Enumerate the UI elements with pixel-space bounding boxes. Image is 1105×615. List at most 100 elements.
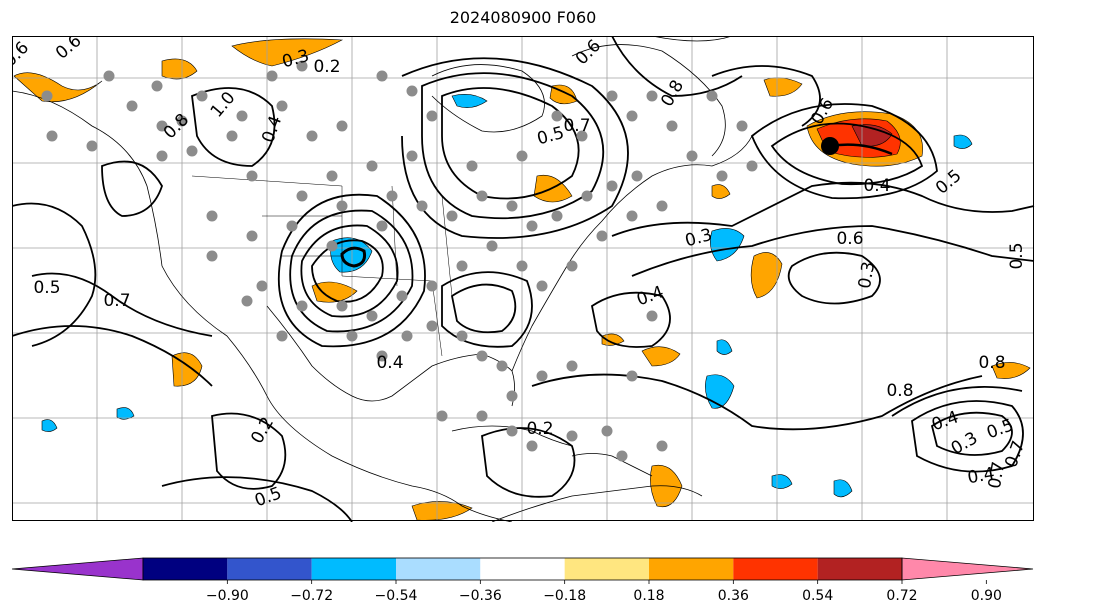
contour bbox=[711, 65, 821, 127]
colorbar-tick-label: −0.54 bbox=[375, 588, 418, 604]
colorbar-max-arrow bbox=[901, 557, 1034, 581]
colorbar-tick-label: 0.18 bbox=[633, 588, 664, 604]
station-dot bbox=[326, 170, 338, 182]
colorbar-segment bbox=[396, 558, 481, 580]
orange-patch bbox=[750, 252, 783, 299]
contour bbox=[101, 160, 163, 217]
coastlines bbox=[12, 36, 753, 522]
station-dot bbox=[326, 240, 338, 252]
contour bbox=[631, 225, 1035, 277]
station-dot bbox=[286, 220, 298, 232]
colorbar-segment bbox=[564, 558, 649, 580]
contour bbox=[31, 272, 213, 337]
station-dot bbox=[456, 330, 468, 342]
colorbar-tick-label: 0.72 bbox=[886, 588, 917, 604]
greenland bbox=[651, 36, 733, 42]
contour bbox=[750, 103, 938, 200]
contour-label: 0.7 bbox=[103, 291, 130, 311]
storm-track bbox=[821, 137, 893, 156]
contour bbox=[787, 251, 881, 305]
station-dot bbox=[336, 300, 348, 312]
station-dot bbox=[246, 170, 258, 182]
blue-patch bbox=[710, 228, 745, 262]
contour bbox=[770, 122, 924, 186]
station-dot bbox=[296, 60, 308, 72]
contour bbox=[891, 386, 1023, 417]
station-dot bbox=[551, 210, 563, 222]
station-dot bbox=[736, 120, 748, 132]
station-dot bbox=[606, 180, 618, 192]
colorbar-segments bbox=[11, 557, 1034, 581]
station-dot bbox=[666, 120, 678, 132]
contour bbox=[340, 246, 366, 268]
labrador bbox=[571, 44, 726, 157]
station-dot bbox=[526, 440, 538, 452]
orange-patch bbox=[601, 333, 625, 346]
station-dot bbox=[176, 115, 188, 127]
station-dot bbox=[186, 145, 198, 157]
blue-patch bbox=[451, 94, 488, 108]
station-dot bbox=[246, 230, 258, 242]
contour bbox=[441, 87, 580, 200]
station-dot bbox=[466, 160, 478, 172]
station-dot bbox=[536, 370, 548, 382]
blue-patch bbox=[705, 374, 735, 409]
orange-patch bbox=[641, 346, 681, 367]
colorbar-tick-label: 0.90 bbox=[971, 588, 1002, 604]
station-dot bbox=[86, 140, 98, 152]
contour-label: 0.5 bbox=[1007, 242, 1027, 269]
contour bbox=[531, 373, 983, 431]
station-dot bbox=[706, 90, 718, 102]
station-dot bbox=[126, 100, 138, 112]
colorbar-tick-label: 0.54 bbox=[802, 588, 833, 604]
east-coast bbox=[511, 135, 753, 372]
contour bbox=[930, 411, 1013, 456]
station-dot bbox=[536, 280, 548, 292]
station-dot bbox=[401, 330, 413, 342]
contour bbox=[289, 209, 414, 333]
contour bbox=[161, 476, 353, 522]
station-dot bbox=[376, 350, 388, 362]
blue-patch bbox=[41, 419, 58, 432]
contour-label: 0.8 bbox=[978, 353, 1005, 373]
contour-label: 0.7 bbox=[985, 460, 1009, 490]
contour bbox=[401, 57, 629, 239]
contour bbox=[300, 224, 399, 318]
station-dot bbox=[601, 425, 613, 437]
station-dot bbox=[366, 160, 378, 172]
station-dot bbox=[276, 330, 288, 342]
station-dot bbox=[566, 360, 578, 372]
station-dot bbox=[596, 230, 608, 242]
station-dot bbox=[151, 80, 163, 92]
station-dot bbox=[206, 210, 218, 222]
contour-label: 0.7 bbox=[563, 116, 590, 136]
station-dot bbox=[631, 170, 643, 182]
station-dot bbox=[526, 220, 538, 232]
contour bbox=[311, 239, 384, 303]
gulf-coast bbox=[266, 305, 515, 407]
contour bbox=[12, 325, 213, 387]
colorbar-tick-label: 0.36 bbox=[718, 588, 749, 604]
hudson-bay bbox=[431, 64, 545, 133]
station-dot bbox=[296, 300, 308, 312]
station-dot bbox=[506, 390, 518, 402]
contour bbox=[277, 193, 426, 348]
station-dot bbox=[236, 110, 248, 122]
contour bbox=[441, 271, 533, 348]
shaded-anomaly-areas bbox=[13, 38, 1031, 521]
station-dot bbox=[406, 85, 418, 97]
contour bbox=[611, 181, 1035, 237]
station-dot bbox=[516, 150, 528, 162]
contour-lines bbox=[12, 36, 1035, 522]
colorbar-segment bbox=[649, 558, 734, 580]
station-dot bbox=[626, 370, 638, 382]
contour bbox=[421, 72, 605, 220]
station-dot bbox=[46, 130, 58, 142]
colorbar-min-arrow bbox=[11, 557, 144, 581]
station-dot bbox=[686, 150, 698, 162]
station-dot bbox=[476, 190, 488, 202]
station-dot bbox=[746, 160, 758, 172]
station-dot bbox=[446, 210, 458, 222]
weather-map: 0.6 0.6 0.3 0.21.00.8 0.4 0.70.50.60.50.70.80… bbox=[12, 36, 1035, 522]
blue-patch bbox=[716, 339, 733, 355]
